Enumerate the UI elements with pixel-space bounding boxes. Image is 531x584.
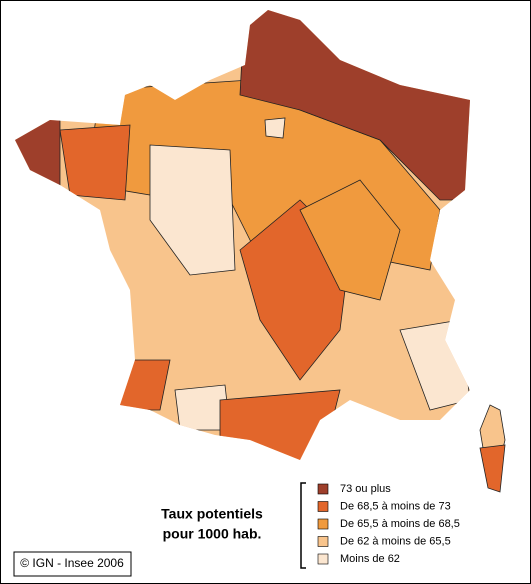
legend-swatch <box>317 536 329 547</box>
region <box>299 179 401 301</box>
corsica <box>479 444 506 493</box>
legend-label: 73 ou plus <box>340 483 391 495</box>
legend-label: De 65,5 à moins de 68,5 <box>340 518 460 530</box>
legend-label: De 68,5 à moins de 73 <box>340 500 451 512</box>
legend: 73 ou plus De 68,5 à moins de 73 De 65,5 à… <box>317 483 460 565</box>
legend-label: De 62 à moins de 65,5 <box>340 535 451 547</box>
region <box>264 117 286 139</box>
legend-bracket <box>300 482 306 569</box>
copyright: © IGN - Insee 2006 <box>20 556 124 570</box>
copyright-box <box>13 551 132 577</box>
caption-line: pour 1000 hab. <box>163 526 262 542</box>
region <box>59 124 131 201</box>
legend-swatch <box>317 553 329 565</box>
caption-line: Taux potentiels <box>161 506 263 522</box>
legend-swatch <box>317 518 329 530</box>
legend-swatch <box>317 483 329 495</box>
legend-label: Moins de 62 <box>340 553 400 565</box>
region <box>149 144 236 276</box>
legend-swatch <box>317 501 329 512</box>
